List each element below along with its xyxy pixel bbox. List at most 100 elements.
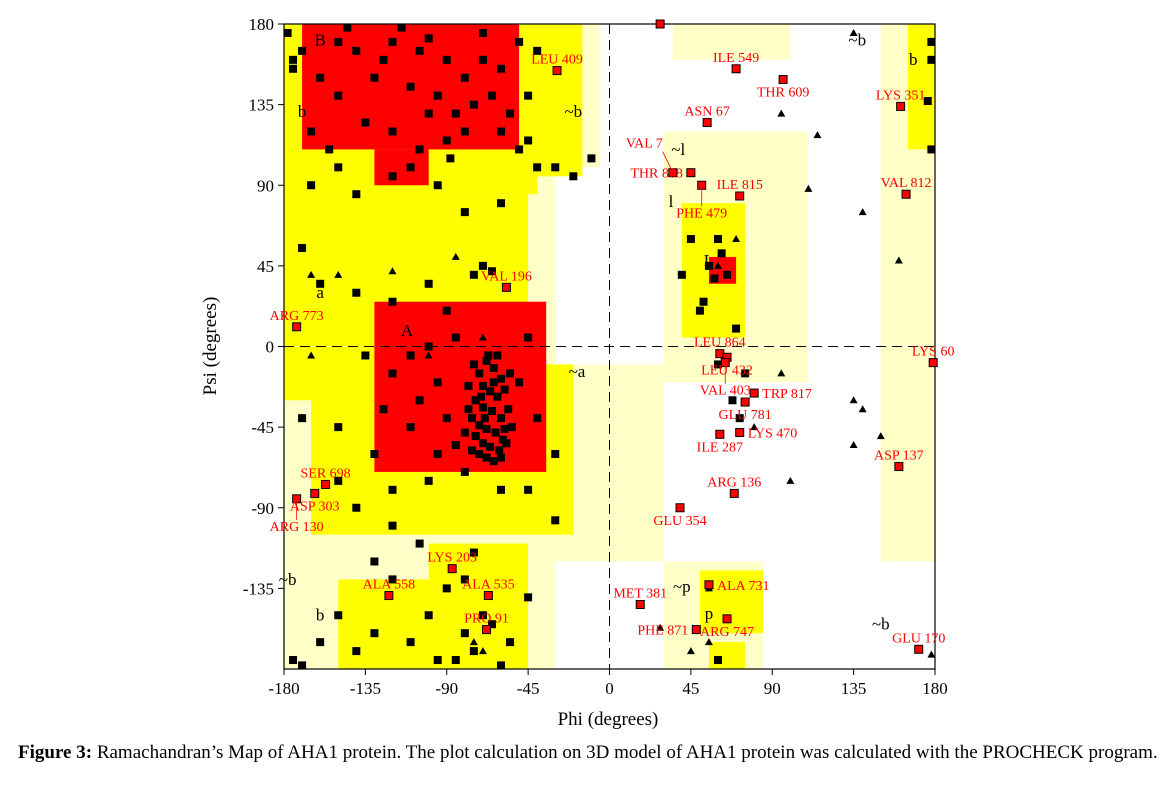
- residue-point: [361, 118, 370, 127]
- region-label: A: [401, 321, 414, 340]
- residue-point: [515, 37, 524, 46]
- outlier-label: ARG 130: [270, 520, 324, 535]
- outlier-label: ILE 287: [697, 440, 743, 455]
- glycine-point: [307, 351, 316, 359]
- residue-point: [497, 661, 505, 670]
- residue-point: [334, 91, 343, 100]
- allowed-region: [537, 24, 583, 177]
- outlier-point: [483, 591, 493, 601]
- glycine-point: [813, 131, 822, 139]
- residue-point: [524, 333, 533, 342]
- residue-point: [533, 163, 542, 172]
- residue-point: [515, 378, 524, 387]
- residue-point: [471, 432, 480, 441]
- outlier-label: GLU 170: [892, 631, 945, 646]
- outlier-point: [702, 118, 712, 128]
- region-label: ~l: [671, 140, 685, 159]
- residue-point: [717, 249, 726, 258]
- region-label: a: [316, 283, 324, 302]
- residue-point: [469, 647, 478, 656]
- region-label: L: [704, 251, 714, 270]
- residue-point: [460, 575, 469, 584]
- residue-point: [486, 387, 495, 396]
- glycine-point: [704, 638, 713, 646]
- outlier-point: [635, 600, 645, 609]
- residue-point: [388, 297, 397, 306]
- residue-point: [424, 34, 433, 43]
- glycine-point: [786, 476, 795, 484]
- residue-point: [424, 279, 433, 288]
- outlier-point: [321, 479, 331, 489]
- residue-point: [551, 450, 560, 458]
- glycine-point: [804, 184, 813, 192]
- glycine-point: [451, 252, 460, 260]
- residue-point: [415, 396, 424, 405]
- region-label: p: [705, 604, 714, 623]
- residue-point: [451, 441, 460, 450]
- glycine-point: [894, 256, 903, 264]
- glycine-point: [858, 405, 867, 413]
- outlier-label: PRO 91: [464, 612, 509, 627]
- residue-point: [469, 100, 478, 109]
- residue-point: [489, 457, 498, 466]
- glycine-point: [750, 423, 759, 431]
- residue-point: [388, 521, 397, 530]
- plot-regions: [284, 24, 935, 670]
- x-tick-label: -180: [268, 679, 299, 698]
- region-label: b: [298, 102, 307, 121]
- glycine-point: [927, 650, 936, 658]
- residue-point: [714, 656, 722, 665]
- outlier-point: [896, 101, 906, 111]
- residue-point: [388, 485, 397, 494]
- residue-point: [442, 306, 451, 315]
- outlier-point: [729, 488, 739, 498]
- region-label: ~b: [848, 31, 866, 50]
- residue-point: [334, 37, 343, 46]
- residue-point: [446, 154, 455, 163]
- residue-point: [307, 181, 316, 190]
- residue-point: [379, 405, 388, 414]
- outlier-point: [675, 503, 685, 513]
- residue-point: [388, 369, 397, 378]
- outlier-point: [740, 397, 750, 407]
- residue-point: [478, 611, 487, 620]
- outlier-label: LEU 432: [701, 363, 753, 378]
- residue-point: [289, 64, 298, 73]
- residue-point: [714, 360, 722, 369]
- residue-point: [493, 351, 502, 360]
- residue-point: [406, 351, 415, 360]
- residue-point: [677, 270, 686, 279]
- x-tick-label: 135: [841, 679, 867, 698]
- residue-point: [298, 243, 307, 252]
- residue-point: [533, 46, 542, 55]
- outlier-label: VAL 196: [481, 269, 532, 284]
- outlier-label: VAL 812: [881, 176, 932, 191]
- residue-point: [283, 28, 292, 37]
- glycine-point: [849, 441, 858, 449]
- outlier-point: [928, 358, 938, 368]
- residue-point: [497, 414, 505, 423]
- residue-point: [927, 55, 936, 64]
- residue-point: [307, 127, 316, 136]
- outlier-point: [749, 388, 759, 398]
- residue-point: [433, 181, 442, 190]
- outlier-point: [735, 428, 745, 437]
- y-tick-label: 135: [249, 96, 275, 115]
- outlier-point: [914, 644, 924, 654]
- residue-point: [587, 154, 596, 163]
- outlier-label: PHE 479: [676, 206, 727, 221]
- residue-point: [352, 190, 361, 199]
- outlier-label: LYS 470: [748, 427, 798, 442]
- outlier-label: LEU 409: [531, 53, 583, 68]
- residue-point: [352, 46, 361, 55]
- glycine-point: [334, 270, 343, 278]
- outlier-point: [778, 75, 788, 85]
- x-tick-label: 0: [605, 679, 614, 698]
- residue-point: [316, 279, 325, 288]
- residue-point: [424, 342, 433, 351]
- residue-point: [316, 73, 325, 82]
- label-leader-line: [662, 151, 674, 173]
- residue-point: [704, 261, 713, 270]
- residue-point: [500, 424, 509, 433]
- outlier-label: VAL 403: [700, 384, 751, 399]
